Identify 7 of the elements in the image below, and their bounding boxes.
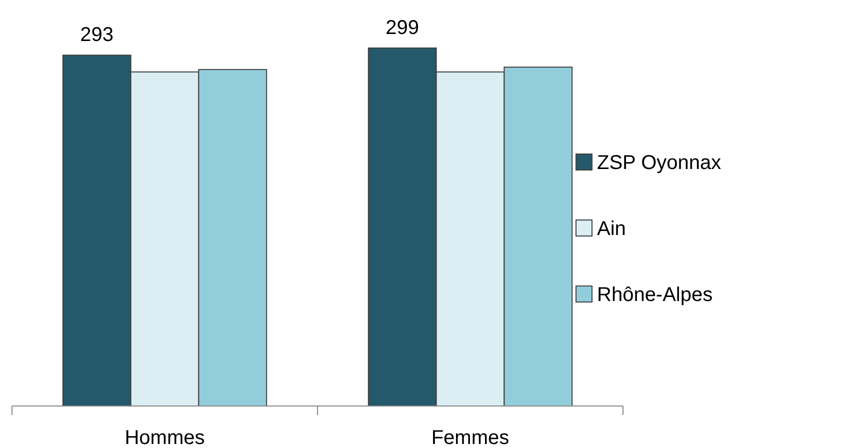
x-tick-label: Femmes	[431, 427, 510, 448]
data-label: 293	[80, 24, 114, 46]
x-tick-label: Hommes	[124, 427, 205, 448]
data-label: 299	[386, 17, 420, 39]
legend-label: Ain	[597, 218, 626, 240]
legend-label: Rhône-Alpes	[597, 284, 713, 306]
legend-label: ZSP Oyonnax	[597, 152, 722, 174]
